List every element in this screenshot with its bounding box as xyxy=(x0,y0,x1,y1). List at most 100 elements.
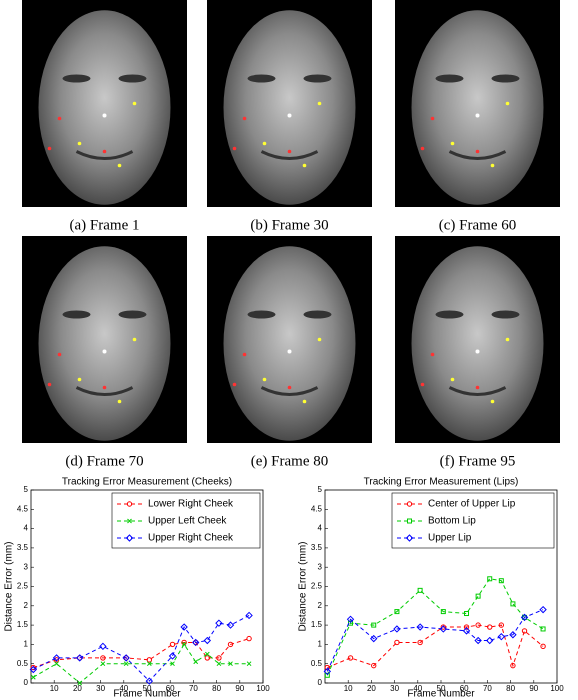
tracking-point xyxy=(117,399,122,404)
tracking-point xyxy=(242,352,247,357)
tracking-point xyxy=(132,101,137,106)
data-point xyxy=(216,661,222,667)
y-axis-label: Distance Error (mm) xyxy=(4,541,15,631)
tracking-point xyxy=(490,163,495,168)
face xyxy=(38,10,171,205)
legend-marker xyxy=(125,534,134,542)
panel-caption: (c) Frame 60 xyxy=(439,217,516,233)
y-tick-label: 2 xyxy=(318,601,323,610)
data-point xyxy=(100,655,106,661)
series-line xyxy=(326,578,544,676)
mouth xyxy=(75,150,134,160)
data-point xyxy=(54,661,59,667)
x-tick-label: 20 xyxy=(73,684,82,693)
x-tick-label: 30 xyxy=(96,684,105,693)
data-point xyxy=(417,587,423,593)
y-tick-label: 3 xyxy=(24,562,29,571)
data-point xyxy=(474,636,482,645)
tracking-point xyxy=(117,163,122,168)
legend-box xyxy=(111,492,261,549)
data-point xyxy=(522,614,528,620)
x-tick-label: 100 xyxy=(550,684,564,693)
nose-marker xyxy=(475,113,480,118)
tracking-point xyxy=(232,146,237,151)
tracking-point xyxy=(475,149,480,154)
series-line xyxy=(33,643,250,684)
data-point xyxy=(204,655,211,661)
tracking-point xyxy=(262,141,267,146)
chart-title: Tracking Error Measurement (Cheeks) xyxy=(62,477,232,488)
tracking-point xyxy=(450,377,455,382)
mouth xyxy=(75,386,134,396)
data-point xyxy=(394,609,400,615)
data-point xyxy=(509,631,517,639)
panel-caption: (d) Frame 70 xyxy=(65,453,143,469)
eye xyxy=(62,74,91,83)
data-point xyxy=(498,622,505,628)
eye xyxy=(435,310,464,319)
panel-caption: (a) Frame 1 xyxy=(70,217,140,233)
legend-marker xyxy=(407,518,412,524)
legend-label: Upper Left Cheek xyxy=(148,516,227,527)
x-axis-label: Frame Number xyxy=(113,689,181,700)
y-tick-label: 2.5 xyxy=(17,582,29,591)
y-tick-label: 1.5 xyxy=(311,620,323,629)
data-point xyxy=(99,642,107,651)
tracking-point xyxy=(420,146,425,151)
face-image xyxy=(207,236,372,443)
legend-label: Center of Upper Lip xyxy=(428,499,516,510)
eye xyxy=(118,74,147,83)
face xyxy=(411,10,544,205)
x-tick-label: 30 xyxy=(390,684,399,693)
legend-label: Lower Right Cheek xyxy=(148,499,234,510)
y-tick-label: 5 xyxy=(24,485,29,494)
series-line xyxy=(33,638,250,669)
data-point xyxy=(193,659,199,665)
legend-marker xyxy=(406,501,413,507)
data-point xyxy=(417,639,423,646)
x-tick-label: 80 xyxy=(212,684,221,693)
legend-label: Upper Right Cheek xyxy=(148,533,234,544)
y-tick-label: 4.5 xyxy=(17,504,29,513)
face xyxy=(411,246,544,441)
data-point xyxy=(226,621,235,629)
y-tick-label: 0 xyxy=(318,678,323,687)
data-point xyxy=(169,641,176,648)
data-point xyxy=(146,657,153,663)
data-point xyxy=(370,634,378,643)
panel-caption: (b) Frame 30 xyxy=(250,217,328,233)
data-point xyxy=(346,615,355,624)
data-point xyxy=(145,677,154,685)
data-point xyxy=(510,662,516,669)
data-point xyxy=(203,636,212,645)
data-point xyxy=(371,662,377,669)
face xyxy=(38,246,171,441)
tracking-point xyxy=(317,101,322,106)
data-point xyxy=(510,601,516,607)
data-point xyxy=(100,661,106,667)
data-point xyxy=(486,636,494,645)
x-tick-label: 90 xyxy=(235,684,244,693)
tracking-point xyxy=(102,385,107,390)
tracking-point xyxy=(47,146,52,151)
tracking-point xyxy=(132,337,137,342)
chart-title: Tracking Error Measurement (Lips) xyxy=(364,477,519,488)
legend-marker xyxy=(126,501,133,507)
y-tick-label: 3.5 xyxy=(311,543,323,552)
data-point xyxy=(76,654,84,662)
data-point xyxy=(521,628,528,634)
panel-caption: (e) Frame 80 xyxy=(251,453,328,469)
tracking-point xyxy=(102,149,107,154)
legend-label: Upper Lip xyxy=(428,533,472,544)
data-point xyxy=(168,652,177,660)
data-point xyxy=(347,655,354,661)
x-tick-label: 70 xyxy=(189,684,198,693)
x-tick-label: 20 xyxy=(367,684,376,693)
eye xyxy=(247,310,276,319)
data-point xyxy=(440,624,447,630)
legend-marker xyxy=(405,534,414,542)
data-point xyxy=(416,623,424,631)
x-tick-label: 60 xyxy=(166,684,175,693)
y-tick-label: 0.5 xyxy=(17,659,29,668)
face-image xyxy=(207,0,372,207)
